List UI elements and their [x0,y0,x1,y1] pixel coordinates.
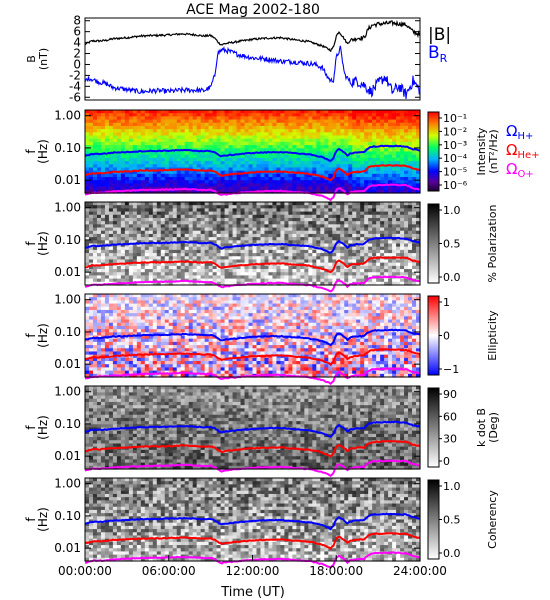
colorbar-tick-label: 1.0 [443,480,461,493]
colorbar-coherency [427,479,440,560]
colorbar-tick-label: 0.5 [443,238,461,251]
time-tick-label: 24:00:00 [393,564,447,578]
colorbar-tick-label: 90 [443,388,457,401]
freq-tick-label: 0.10 [54,417,81,431]
field-ytick-label: 6 [73,25,81,39]
chart-title: ACE Mag 2002-180 [186,2,320,18]
colorbar-tick-label: 10⁻³ [443,139,467,152]
gyro-legend-h: ΩH+ [506,122,533,142]
panel-coherency: 1.00 0.10 0.01 f(Hz) 1.0 0.5 0.0 Coherency [24,477,499,569]
panel-ylabel: f(Hz) [24,415,50,440]
field-ytick-label: 4 [73,36,81,50]
freq-tick-label: 0.01 [54,449,81,463]
colorbar-tick-label: 0 [443,455,450,468]
freq-tick-label: 0.01 [54,357,81,371]
gyro-line-Hplus [84,236,421,254]
panel-polarization: 1.00 0.10 0.01 f(Hz) 1.0 0.5 0.0 % Polarization [24,201,499,293]
time-tick-label: 00:00:00 [58,564,112,578]
colorbar-tick-label: 0 [443,330,450,343]
freq-tick-label: 0.10 [54,233,81,247]
panel-intensity: 1.00 0.10 0.01 f(Hz) 10⁻¹10⁻²10⁻³10⁻⁴10⁻⁵10⁻… [24,109,500,202]
bmag-line [84,19,421,53]
gyro-line-Oplus [84,275,421,293]
freq-tick-label: 1.00 [54,109,81,123]
colorbar-tick-label: 1.0 [443,204,461,217]
time-tick-label: 12:00:00 [226,564,280,578]
gyro-legend-he: ΩHe+ [506,141,540,161]
field-ytick-label: -6 [69,90,81,104]
field-ytick-label: 2 [73,47,81,61]
field-ylabel: B(nT) [25,48,50,70]
time-tick-label: 18:00:00 [309,564,363,578]
freq-tick-label: 1.00 [54,293,81,307]
colorbar-tick-label: 10⁻⁶ [443,179,468,192]
colorbar-tick-label: 1 [443,296,450,309]
freq-tick-label: 0.01 [54,541,81,555]
legend-bmag: |B| [428,25,451,45]
gyro-line-Hplus [84,420,421,439]
gyro-line-Hplus [84,144,421,162]
colorbar-label: % Polarization [486,205,499,283]
colorbar-tick-label: 30 [443,433,457,446]
panel-kdotb: 1.00 0.10 0.01 f(Hz) 90 60 30 0 k dot B(Deg) [24,385,500,478]
freq-tick-label: 0.10 [54,325,81,339]
gyro-line-Heplus [84,532,421,550]
freq-tick-label: 0.01 [54,265,81,279]
colorbar-tick-label: 10⁻² [443,125,467,138]
panel-ylabel: f(Hz) [24,231,50,256]
colorbar-label: k dot B(Deg) [475,408,500,447]
gyro-line-Oplus [84,367,421,386]
colorbar-label: Coherency [486,490,499,549]
xaxis-label: Time (UT) [220,585,285,600]
gyro-line-Oplus [84,459,421,478]
colorbar-tick-label: 0.5 [443,514,461,527]
colorbar-label: Ellipticity [486,310,499,361]
gyro-line-Oplus [84,183,421,202]
freq-tick-label: 1.00 [54,201,81,215]
colorbar-tick-label: 0.0 [443,271,461,284]
time-axis: 00:00:00 06:00:00 12:00:00 18:00:00 24:00:00 [58,555,447,578]
colorbar-tick-label: −1 [443,363,459,376]
gyro-line-Hplus [84,328,421,347]
field-ytick-label: 8 [73,14,81,28]
gyro-line-Hplus [84,512,421,531]
gyro-line-Heplus [84,164,421,182]
gyro-line-Heplus [84,256,421,274]
colorbar-tick-label: 10⁻¹ [443,112,467,125]
legend-br: BR [428,43,448,65]
colorbar-tick-label: 0.0 [443,547,461,560]
colorbar-ellipticity [427,295,440,376]
gyro-legend-o: ΩO+ [506,160,534,180]
gyro-line-Heplus [84,348,421,367]
colorbar-tick-label: 60 [443,410,457,423]
panel-ylabel: f(Hz) [24,323,50,348]
colorbar-intensity [427,111,440,192]
freq-tick-label: 1.00 [54,477,81,491]
field-ytick-label: -2 [69,68,81,82]
field-ytick-label: 0 [73,57,81,71]
freq-tick-label: 0.10 [54,509,81,523]
panel-ellipticity: 1.00 0.10 0.01 f(Hz) 1 0 −1 Ellipticity [24,293,499,386]
br-line [84,45,421,99]
time-tick-label: 06:00:00 [142,564,196,578]
gyro-legend: ΩH+ ΩHe+ ΩO+ [506,122,540,180]
colorbar-polarization [427,203,440,284]
colorbar-tick-label: 10⁻⁵ [443,166,467,179]
panel-ylabel: f(Hz) [24,139,50,164]
colorbar-kdotb [427,387,440,468]
freq-tick-label: 1.00 [54,385,81,399]
field-ytick-label: -4 [69,79,81,93]
panel-ylabel: f(Hz) [24,507,50,532]
colorbar-tick-label: 10⁻⁴ [443,152,468,165]
colorbar-label: Intensity(nT²/Hz) [475,127,500,175]
gyro-line-Heplus [84,440,421,458]
freq-tick-label: 0.10 [54,141,81,155]
freq-tick-label: 0.01 [54,173,81,187]
